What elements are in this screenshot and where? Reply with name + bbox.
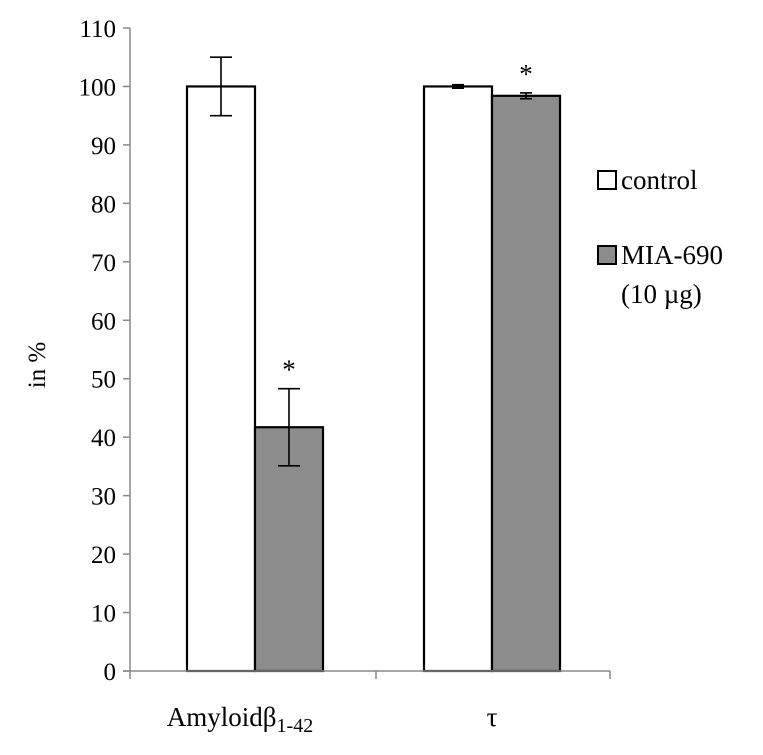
y-tick-label: 90 [91,133,116,160]
y-tick-label: 30 [91,484,116,511]
significance-asterisk: * [282,355,296,385]
y-axis-ticks: 0 10 20 30 40 50 60 70 80 90 100 110 [79,16,130,686]
legend: control MIA-690 (10 µg) [597,165,723,309]
legend-label-mia690-dose: (10 µg) [621,279,702,309]
bar [185,85,257,673]
y-axis-title: in % [24,342,51,389]
x-category-label-tau: τ [487,702,498,732]
y-tick-label: 20 [91,542,116,569]
bar [490,94,562,673]
amyloid-label-subscript: 1-42 [277,715,314,737]
bar [253,426,325,673]
amyloid-label-main: Amyloidβ [167,702,277,732]
y-tick-label: 80 [91,191,116,218]
y-tick-label: 110 [79,16,116,43]
y-tick-label: 50 [91,367,116,394]
y-tick-label: 70 [91,250,116,277]
bar [422,85,494,673]
y-tick-label: 60 [91,308,116,335]
legend-swatch-mia690 [597,245,617,265]
y-tick-label: 100 [79,74,117,101]
y-tick-label: 0 [104,659,117,686]
significance-asterisk: * [519,59,533,89]
y-tick-label: 10 [91,601,116,628]
error-bars: ** [210,56,533,467]
legend-label-control: control [621,165,697,195]
x-category-label-amyloid: Amyloidβ1-42 [167,702,313,737]
y-tick-label: 40 [91,425,116,452]
axes [123,28,611,679]
legend-label-mia690: MIA-690 [621,240,723,270]
legend-swatch-control [597,170,617,190]
bars [185,85,562,673]
